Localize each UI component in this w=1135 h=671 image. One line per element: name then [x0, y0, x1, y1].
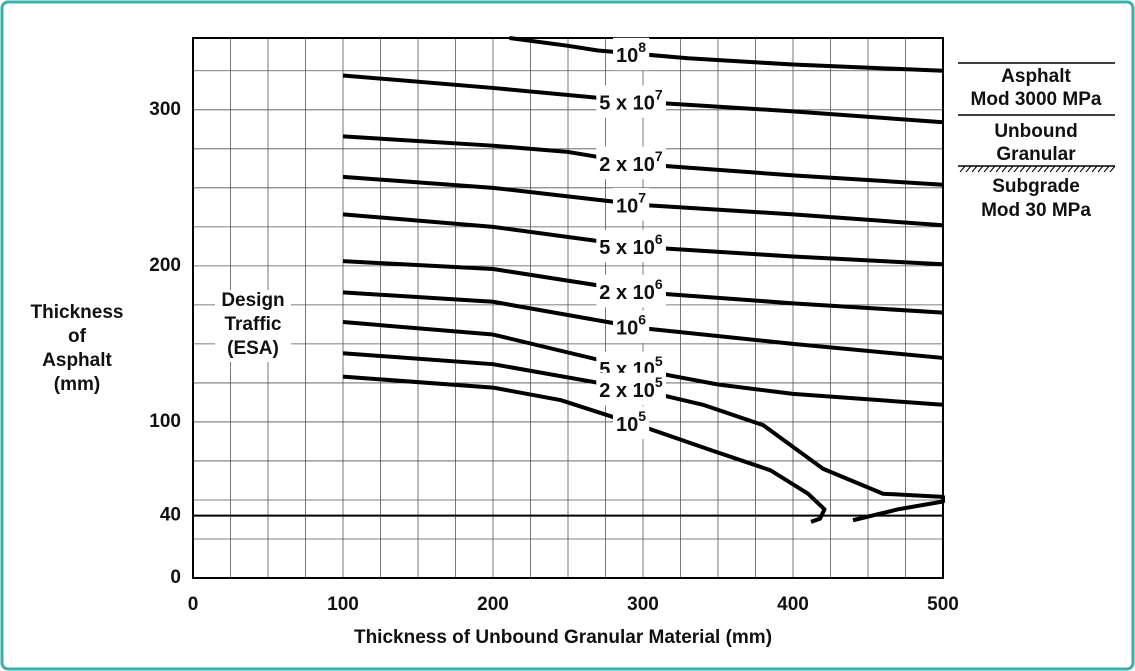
y-axis-label: Asphalt	[42, 350, 112, 371]
hatch	[983, 165, 990, 173]
contour-label-exp: 8	[638, 39, 646, 55]
contour-label: 5 x 107	[599, 86, 663, 115]
y-axis-label: of	[68, 326, 87, 347]
label-bg	[596, 229, 666, 263]
hatch	[959, 165, 966, 173]
contour-label-exp: 6	[655, 276, 663, 292]
hatch	[971, 165, 978, 173]
hatch	[1013, 165, 1020, 173]
contour-label-exp: 5	[638, 407, 646, 423]
hatch	[1019, 165, 1026, 173]
hatch	[1001, 165, 1008, 173]
x-tick-label: 400	[777, 594, 809, 615]
x-tick-label: 200	[477, 594, 509, 615]
x-axis-label: Thickness of Unbound Granular Material (…	[354, 627, 772, 648]
contour-label: 105	[616, 407, 646, 436]
hatch	[1007, 165, 1014, 173]
contour-label-exp: 7	[655, 86, 663, 102]
hatch	[965, 165, 972, 173]
contour-label-text: 2 x 10	[599, 282, 655, 304]
label-bg	[596, 274, 666, 308]
x-tick-label: 500	[927, 594, 959, 615]
contour-label-text: 10	[616, 414, 638, 436]
contour-label-exp: 5	[655, 374, 663, 390]
label-bg	[596, 372, 666, 406]
y-tick-label: 40	[160, 505, 181, 526]
layer-label: Unbound	[994, 121, 1077, 142]
hatch	[1025, 165, 1032, 173]
hatch	[1103, 165, 1110, 173]
hatch	[989, 165, 996, 173]
hatch	[1031, 165, 1038, 173]
label-bg	[596, 85, 666, 118]
contour-label-text: 2 x 10	[599, 154, 655, 176]
contour-label: 2 x 106	[599, 276, 663, 305]
hatch	[1109, 165, 1116, 173]
layer-label: Mod 30 MPa	[981, 200, 1091, 221]
contour-label-text: 10	[616, 318, 638, 340]
hatch	[1055, 165, 1062, 173]
contour-label-text: 5 x 10	[599, 93, 655, 115]
contour-label-text: 2 x 10	[599, 380, 655, 402]
layer-label: Mod 3000 MPa	[971, 89, 1102, 110]
y-tick-label: 100	[149, 411, 181, 432]
annotation-bg	[215, 314, 291, 338]
contour-label-exp: 7	[655, 148, 663, 164]
contour-label-text: 10	[616, 196, 638, 218]
hatch	[1061, 165, 1068, 173]
hatch	[1097, 165, 1104, 173]
x-tick-label: 0	[188, 594, 199, 615]
contour-label: 106	[616, 311, 646, 340]
contour-line	[342, 351, 945, 523]
label-bg	[612, 310, 650, 343]
x-tick-label: 300	[627, 594, 659, 615]
annotation-bg	[215, 290, 291, 314]
x-tick-label: 100	[327, 594, 359, 615]
contour-line	[342, 320, 944, 407]
label-bg	[612, 406, 650, 440]
y-tick-label: 300	[149, 99, 181, 120]
contour-label-exp: 6	[655, 231, 663, 247]
label-bg	[612, 187, 650, 221]
contour-label: 2 x 107	[599, 148, 663, 177]
layer-label: Granular	[996, 144, 1076, 165]
layer-label: Asphalt	[1001, 66, 1071, 87]
hatch	[1079, 165, 1086, 173]
y-axis-label: Thickness	[31, 302, 124, 323]
hatch	[1085, 165, 1092, 173]
contour-line	[342, 374, 827, 524]
layer-label: Subgrade	[992, 176, 1080, 197]
hatch	[1067, 165, 1074, 173]
contour-label: 107	[616, 189, 646, 218]
y-tick-label: 200	[149, 255, 181, 276]
contour-label: 5 x 106	[599, 231, 663, 260]
hatch	[977, 165, 984, 173]
contour-label: 2 x 105	[599, 374, 663, 403]
plot-border	[192, 37, 944, 579]
annotation: (ESA)	[227, 338, 279, 359]
contour-label-text: 5 x 10	[599, 237, 655, 259]
hatch	[1073, 165, 1080, 173]
hatch	[1049, 165, 1056, 173]
contour-label-exp: 6	[638, 311, 646, 327]
hatch	[1091, 165, 1098, 173]
y-tick-label: 0	[170, 567, 181, 588]
contour-label-text: 10	[616, 45, 638, 67]
contour-label: 108	[616, 39, 646, 68]
label-bg	[596, 146, 666, 180]
annotation: Traffic	[224, 314, 281, 335]
contour-label-exp: 5	[655, 353, 663, 369]
y-axis-label: (mm)	[54, 374, 100, 395]
contour-label-exp: 7	[638, 189, 646, 205]
annotation-bg	[215, 338, 291, 362]
hatch	[1043, 165, 1050, 173]
label-bg	[612, 37, 650, 71]
hatch	[995, 165, 1002, 173]
annotation: Design	[221, 290, 284, 311]
hatch	[1037, 165, 1044, 173]
